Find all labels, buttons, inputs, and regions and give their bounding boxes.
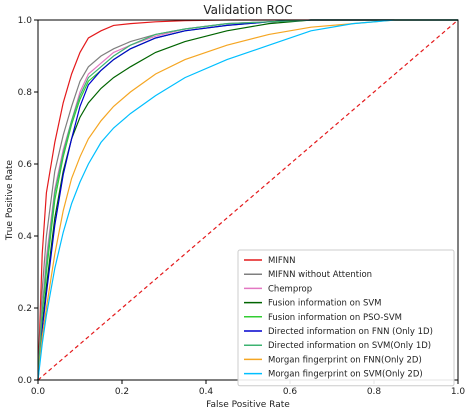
legend-entry: Directed information on SVM(Only 1D): [268, 341, 431, 351]
y-tick-label: 0.2: [18, 304, 32, 314]
legend-entry: Morgan fingerprint on FNN(Only 2D): [268, 355, 422, 365]
series-line-4: [37, 19, 458, 381]
legend-box: [237, 249, 455, 387]
legend-entry: Morgan fingerprint on SVM(Only 2D): [268, 370, 423, 380]
y-axis-label: True Positive Rate: [5, 159, 15, 241]
x-tick-label: 0.0: [31, 387, 46, 397]
series-line-7: [37, 19, 458, 381]
y-tick-label: 0.6: [18, 160, 33, 170]
legend-entry: Directed information on FNN (Only 1D): [268, 327, 433, 337]
x-tick-label: 0.8: [367, 387, 382, 397]
y-tick-label: 1.0: [18, 16, 33, 26]
legend-entry: MIFNN without Attention: [268, 270, 372, 280]
legend-entry: MIFNN: [268, 256, 295, 266]
x-tick-label: 0.4: [199, 387, 214, 397]
legend: MIFNN MIFNN without Attention Chemprop Fusi…: [237, 249, 455, 387]
series-line-6: [37, 19, 458, 381]
y-tick-label: 0.8: [18, 88, 33, 98]
diagonal-reference-line: [37, 19, 459, 381]
x-tick-label: 0.6: [283, 387, 298, 397]
legend-entry: Chemprop: [268, 284, 312, 294]
legend-entry: Fusion information on PSO-SVM: [268, 313, 402, 323]
x-tick-label: 0.2: [115, 387, 129, 397]
x-tick-label: 1.0: [451, 387, 466, 397]
y-tick-label: 0.4: [18, 232, 33, 242]
y-tick-label: 0.0: [18, 376, 33, 386]
chart-title: Validation ROC: [203, 3, 292, 17]
series-line-8: [37, 19, 458, 381]
legend-entry: Fusion information on SVM: [268, 299, 381, 309]
x-axis-label: False Positive Rate: [206, 400, 290, 410]
series-line-9: [37, 19, 458, 381]
